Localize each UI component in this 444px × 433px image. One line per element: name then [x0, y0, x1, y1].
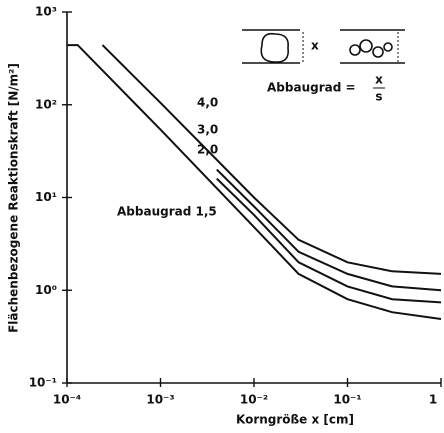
y-tick-label: 10² [35, 97, 57, 111]
inset-diagram [242, 29, 405, 89]
y-tick-label: 10⁻¹ [29, 376, 57, 390]
curve [67, 44, 442, 320]
x-tick-label: 1 [429, 393, 437, 407]
curve [216, 168, 442, 292]
curve [101, 44, 442, 275]
y-tick-label: 10⁰ [35, 283, 57, 297]
inset-label: x [311, 39, 319, 53]
x-tick-label: 10⁻⁴ [53, 393, 81, 407]
series-label: 4,0 [197, 96, 218, 110]
x-tick-label: 10⁻³ [146, 393, 174, 407]
formula-label: Abbaugrad = [267, 81, 356, 95]
series-label: 3,0 [197, 123, 218, 137]
series-label: Abbaugrad 1,5 [117, 205, 217, 219]
formula-numerator: x [375, 73, 383, 87]
x-axis-title: Korngröße x [cm] [236, 413, 354, 427]
curve [216, 177, 442, 304]
y-axis-title: Flächenbezogene Reaktionskraft [N/m²] [7, 63, 21, 333]
y-tick-label: 10³ [35, 5, 57, 19]
formula-denominator: s [375, 90, 382, 104]
x-tick-label: 10⁻² [240, 393, 268, 407]
x-tick-label: 10⁻¹ [333, 393, 361, 407]
y-tick-label: 10¹ [35, 190, 57, 204]
